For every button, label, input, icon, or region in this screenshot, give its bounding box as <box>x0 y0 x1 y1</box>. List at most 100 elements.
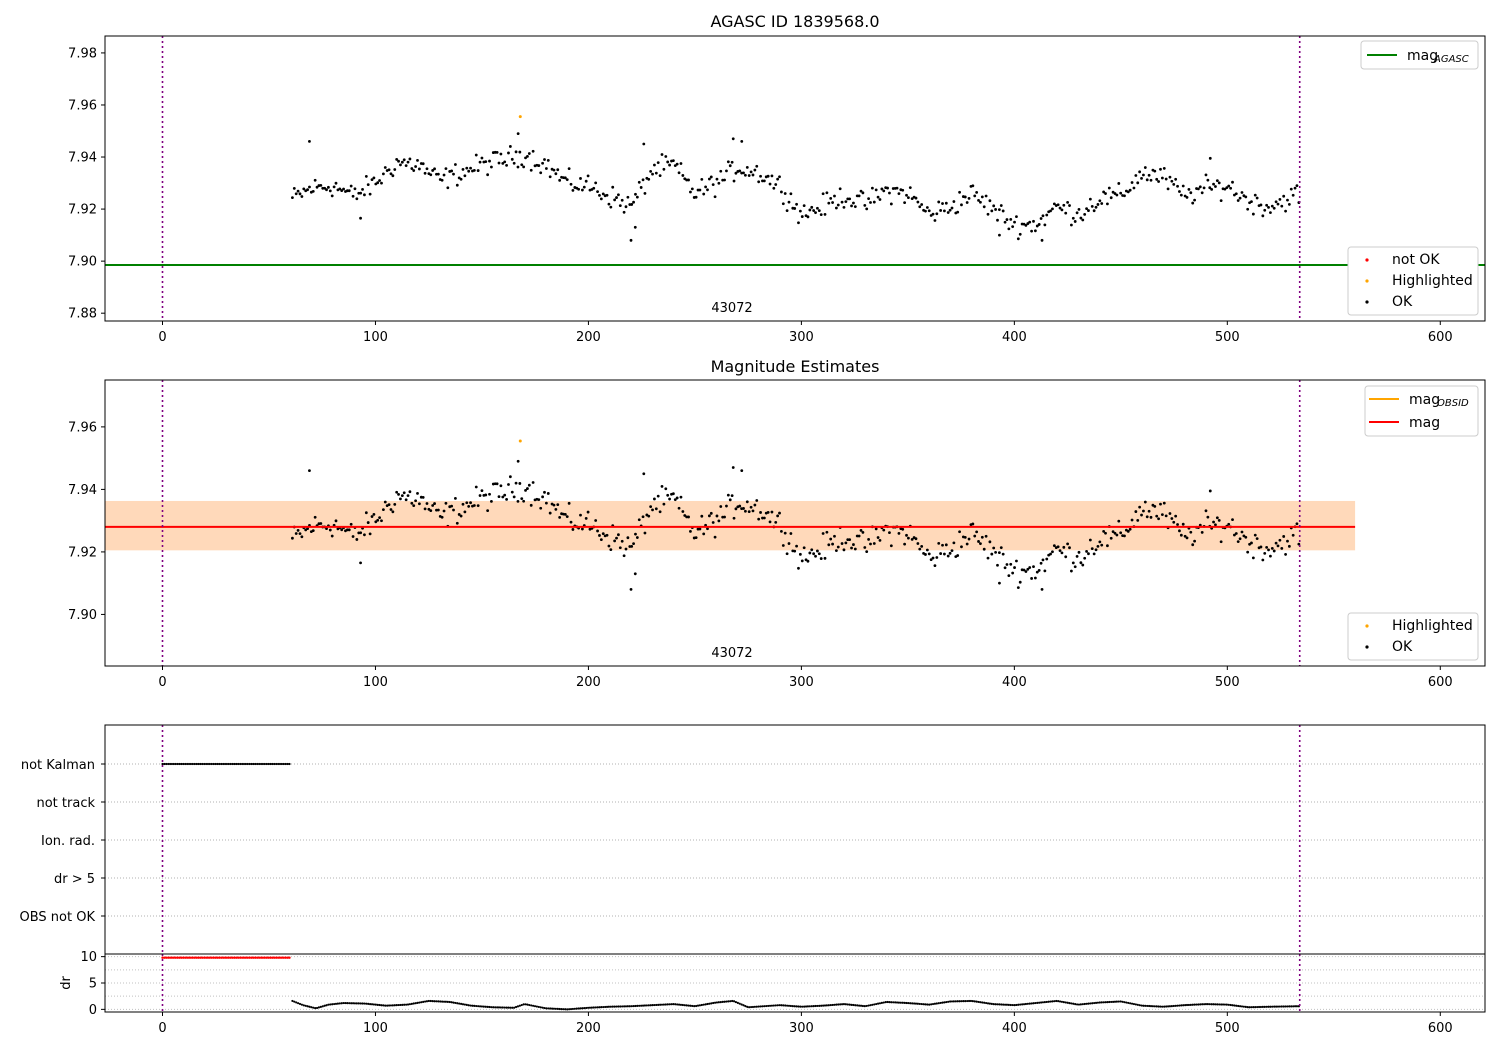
ok-point <box>334 181 338 185</box>
ok-point <box>654 171 658 175</box>
dr-point <box>933 1002 937 1005</box>
ok-point <box>749 170 753 174</box>
flag-point <box>193 762 196 766</box>
x-tick-label: 400 <box>1002 675 1027 690</box>
dr-point <box>911 1002 914 1005</box>
dr-point <box>1024 1002 1028 1006</box>
ok-point <box>931 556 935 560</box>
dr-flagged-point <box>199 956 202 959</box>
ok-point <box>637 180 641 184</box>
flag-point <box>178 762 181 766</box>
dr-point <box>763 1005 766 1008</box>
ok-point <box>1236 199 1240 202</box>
dr-point <box>892 1001 895 1004</box>
ok-point <box>1142 509 1145 513</box>
legend-marker-ok <box>1365 645 1369 649</box>
ok-point <box>1202 186 1206 190</box>
ok-point <box>988 199 992 203</box>
dr-flagged-point <box>170 956 174 959</box>
ok-point <box>1145 178 1149 182</box>
dr-point <box>1136 1003 1139 1006</box>
y-tick-label: 7.96 <box>68 420 97 435</box>
dr-point <box>509 1006 512 1009</box>
dr-point <box>380 1004 383 1007</box>
ok-point <box>785 552 789 556</box>
dr-point <box>350 1002 353 1005</box>
x-tick-label: 600 <box>1428 1021 1453 1036</box>
dr-flagged-point <box>229 956 232 959</box>
dr-point <box>907 1001 910 1005</box>
ok-point <box>1293 186 1297 190</box>
dr-point <box>454 1001 457 1005</box>
dr-point <box>659 1003 662 1006</box>
ok-point <box>941 543 944 547</box>
dr-point <box>609 1005 612 1008</box>
ok-point <box>825 191 829 195</box>
dr-point <box>1267 1005 1270 1008</box>
dr-flagged-point <box>225 956 229 959</box>
y-tick-label: 7.94 <box>68 151 97 166</box>
dr-point <box>634 1004 637 1008</box>
dr-point <box>1149 1005 1153 1008</box>
dr-point <box>912 1002 916 1005</box>
ok-point <box>766 511 770 514</box>
ok-point <box>944 543 948 547</box>
flag-point <box>254 762 257 766</box>
ok-point <box>368 532 372 536</box>
dr-point <box>755 1005 758 1008</box>
dr-point <box>488 1005 491 1009</box>
ok-point <box>687 178 690 182</box>
dr-point <box>1057 1000 1060 1003</box>
ok-point <box>387 503 391 507</box>
dr-point <box>1191 1003 1194 1006</box>
x-tick-label: 100 <box>363 330 388 345</box>
dr-flagged-point <box>223 956 227 959</box>
ok-point <box>408 490 412 494</box>
dr-point <box>683 1004 686 1007</box>
ok-point <box>1109 196 1113 200</box>
ok-point <box>1028 566 1032 569</box>
ok-point <box>753 503 757 507</box>
ok-point <box>742 171 745 175</box>
ok-point <box>478 494 482 497</box>
ok-point <box>1153 504 1157 508</box>
ok-point <box>1126 190 1130 194</box>
ok-point <box>1087 209 1090 212</box>
ok-point <box>905 193 908 197</box>
ok-point <box>834 549 838 552</box>
flag-point <box>208 762 211 766</box>
ok-point <box>925 206 929 209</box>
ok-point <box>353 187 357 191</box>
legend-marker-highlighted <box>1365 279 1369 283</box>
ok-point <box>469 501 472 505</box>
ok-point <box>1087 552 1090 556</box>
dr-point <box>414 1002 417 1005</box>
dr-point <box>1256 1005 1259 1009</box>
ok-point <box>842 205 846 209</box>
dr-point <box>1045 1000 1048 1004</box>
ok-point <box>503 160 507 164</box>
ok-point <box>347 189 351 193</box>
dr-point <box>713 1001 717 1004</box>
dr-point <box>473 1004 476 1008</box>
dr-flagged-point <box>214 956 217 959</box>
ok-point <box>998 233 1001 237</box>
dr-point <box>734 1000 738 1004</box>
ok-point <box>306 188 309 192</box>
ok-point <box>916 542 920 545</box>
ok-point <box>1289 187 1293 191</box>
ok-point <box>315 185 319 189</box>
ok-point <box>950 206 954 210</box>
dr-flagged-point <box>187 956 191 959</box>
ok-point <box>548 511 552 515</box>
ok-point <box>421 162 425 166</box>
dr-point <box>1021 1003 1024 1006</box>
ok-point <box>351 535 355 538</box>
ok-point <box>1085 549 1088 553</box>
dr-point <box>575 1007 578 1010</box>
dr-point <box>844 1003 847 1006</box>
ok-point <box>497 495 501 499</box>
dr-point <box>803 1005 806 1008</box>
dr-point <box>372 1003 376 1006</box>
dr-point <box>1157 1005 1160 1008</box>
